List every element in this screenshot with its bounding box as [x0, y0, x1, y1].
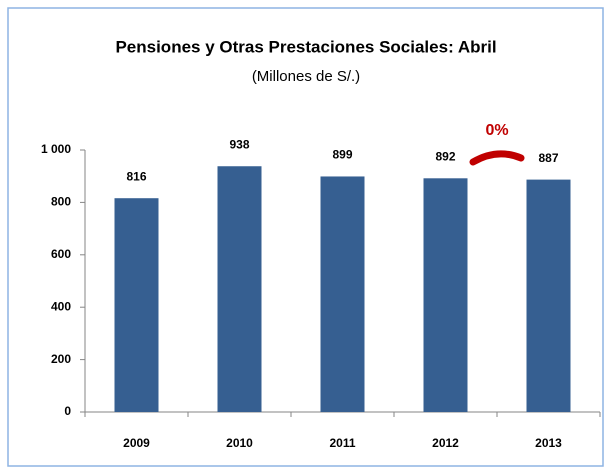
annotation: 0% [485, 122, 508, 139]
value-label: 938 [229, 137, 249, 151]
y-tick-label: 800 [51, 195, 71, 209]
chart-subtitle: (Millones de S/.) [252, 68, 360, 85]
value-label: 892 [435, 149, 455, 163]
value-label: 816 [126, 169, 146, 183]
x-tick-label: 2010 [226, 436, 253, 450]
x-tick-label: 2013 [535, 436, 562, 450]
value-label: 887 [538, 151, 558, 165]
bar [320, 176, 365, 412]
value-label: 899 [332, 148, 352, 162]
chart-title: Pensiones y Otras Prestaciones Sociales:… [115, 37, 496, 56]
bar [526, 179, 571, 412]
x-tick-label: 2011 [329, 436, 355, 450]
annotation-arc [469, 150, 525, 166]
y-tick-label: 1 000 [41, 142, 71, 156]
x-tick-label: 2012 [432, 436, 459, 450]
bar [114, 198, 159, 412]
y-tick-label: 400 [51, 299, 71, 313]
y-tick-label: 600 [51, 247, 71, 261]
bar [423, 178, 468, 412]
x-tick-label: 2009 [123, 436, 150, 450]
bar [217, 166, 262, 412]
y-tick-label: 200 [51, 352, 71, 366]
y-tick-label: 0 [64, 404, 71, 418]
chart-frame [7, 7, 604, 467]
